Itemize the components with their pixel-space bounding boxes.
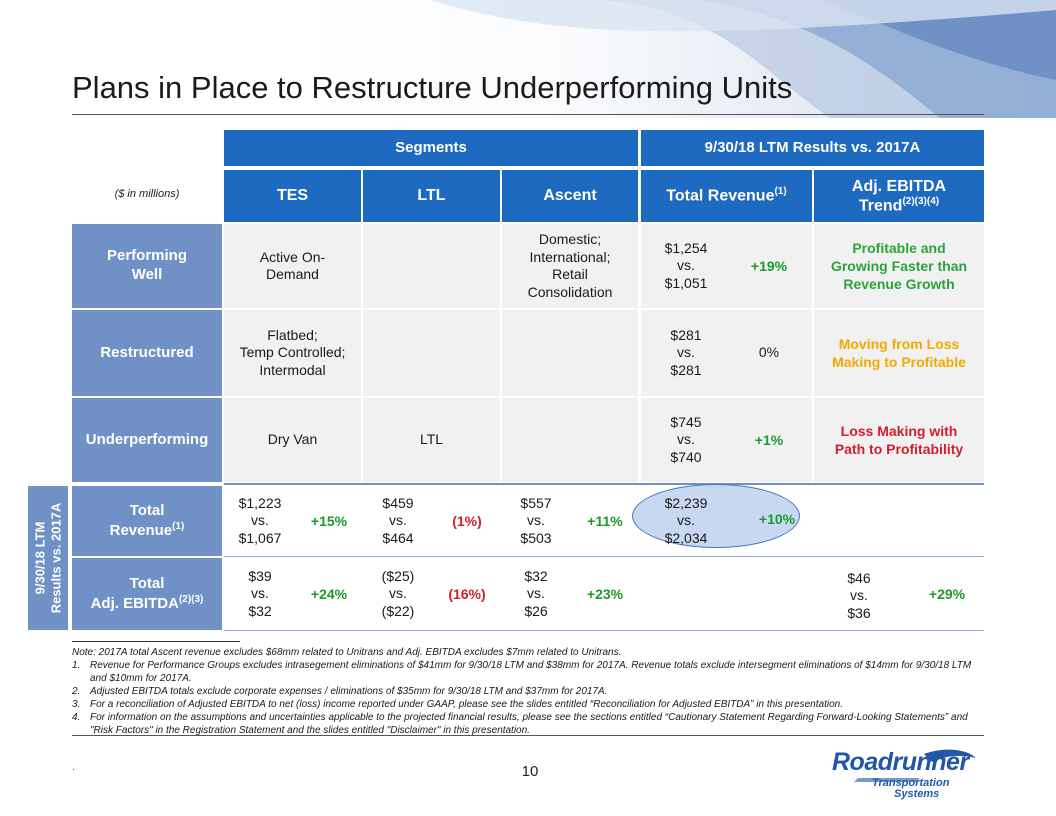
roadrunner-logo: Roadrunner Transportation Systems: [828, 748, 978, 800]
row-label-underperforming: Underperforming: [72, 398, 222, 482]
row-divider: [224, 556, 984, 557]
units-label: ($ in millions): [114, 188, 180, 200]
total-revenue-ascent-pct: +11%: [587, 513, 623, 529]
footnote: 3. For a reconciliation of Adjusted EBITD…: [72, 699, 843, 710]
total-ebitda-ascent-values: $32 vs. $26: [524, 567, 548, 619]
performing-ascent-cell: Domestic; International; Retail Consolidat…: [527, 231, 613, 300]
page-title: Plans in Place to Restructure Underperfo…: [72, 70, 793, 105]
footer-divider: [72, 735, 984, 736]
footer-dot: .: [72, 762, 75, 773]
results-header: 9/30/18 LTM Results vs. 2017A: [641, 130, 984, 166]
footnotes: Note: 2017A total Ascent revenue exclude…: [72, 646, 984, 737]
logo-sub-text: Transportation: [872, 777, 950, 789]
underperforming-revenue-values: $745 vs. $740: [670, 413, 702, 465]
side-label: 9/30/18 LTM Results vs. 2017A: [28, 486, 68, 630]
performing-trend: Profitable and Growing Faster than Revenue…: [830, 239, 968, 293]
segments-header: Segments: [224, 130, 638, 166]
column-divider: [812, 224, 814, 482]
total-revenue-tes-pct: +15%: [310, 513, 348, 529]
total-revenue-total-pct: +10%: [758, 511, 796, 527]
restructured-trend: Moving from Loss Making to Profitable: [832, 335, 966, 370]
total-revenue-tes-values: $1,223 vs. $1,067: [238, 494, 282, 546]
page-number: 10: [521, 763, 539, 780]
performing-revenue-values: $1,254 vs. $1,051: [664, 239, 708, 291]
restructured-revenue-pct: 0%: [758, 344, 780, 361]
footnote: 2. Adjusted EBITDA totals exclude corpora…: [72, 686, 608, 697]
restructured-revenue-values: $281 vs. $281: [670, 326, 702, 378]
logo-swoosh-icon: [854, 749, 976, 782]
restructured-tes-cell: Flatbed; Temp Controlled; Intermodal: [239, 326, 346, 378]
total-ebitda-tes-pct: +24%: [310, 586, 348, 602]
header-banner: [0, 0, 1056, 118]
grid-row-restructured: [224, 310, 984, 396]
total-revenue-ascent-values: $557 vs. $503: [520, 494, 552, 546]
footnote-intro: Note: 2017A total Ascent revenue exclude…: [72, 647, 622, 658]
row-label-restructured: Restructured: [72, 310, 222, 396]
ltl-header: LTL: [363, 170, 500, 222]
total-ebitda-ltl-pct: (16%): [448, 586, 486, 602]
grid-row-performing: [224, 224, 984, 308]
footnote: 4. For information on the assumptions and…: [72, 712, 968, 736]
row-divider: [224, 630, 984, 631]
total-revenue-ltl-values: $459 vs. $464: [382, 494, 414, 546]
total-ebitda-ltl-values: ($25) vs. ($22): [381, 567, 415, 619]
underperforming-revenue-pct: +1%: [754, 432, 784, 448]
performing-tes-cell: Active On- Demand: [259, 248, 326, 283]
total-ebitda-total-pct: +29%: [928, 586, 966, 602]
underperforming-ltl-cell: LTL: [419, 431, 444, 448]
total-ebitda-tes-values: $39 vs. $32: [248, 567, 272, 619]
performing-revenue-pct: +19%: [750, 258, 788, 274]
column-divider: [638, 224, 641, 482]
row-label-total-ebitda: Total Adj. EBITDA(2)(3): [72, 558, 222, 630]
row-divider: [224, 483, 984, 485]
total-revenue-highlight: [632, 484, 800, 548]
total-revenue-total-values: $2,239 vs. $2,034: [664, 494, 708, 546]
column-divider: [361, 224, 363, 482]
total-revenue-header: Total Revenue(1): [641, 170, 812, 222]
logo-main-text: Roadrunner: [832, 748, 969, 776]
total-revenue-ltl-pct: (1%): [452, 513, 482, 529]
title-divider: [72, 114, 984, 115]
total-ebitda-total-values: $46 vs. $36: [847, 569, 871, 621]
notes-divider: [72, 641, 240, 642]
grid-row-underperforming: [224, 398, 984, 482]
row-label-performing: Performing Well: [72, 224, 222, 308]
underperforming-trend: Loss Making with Path to Profitability: [834, 422, 964, 457]
adj-ebitda-trend-header: Adj. EBITDA Trend(2)(3)(4): [814, 170, 984, 222]
total-ebitda-ascent-pct: +23%: [586, 586, 624, 602]
tes-header: TES: [224, 170, 361, 222]
underperforming-tes-cell: Dry Van: [267, 431, 318, 448]
row-label-total-revenue: Total Revenue(1): [72, 486, 222, 556]
column-divider: [500, 224, 502, 482]
ascent-header: Ascent: [502, 170, 638, 222]
footnote: 1. Revenue for Performance Groups exclude…: [72, 660, 972, 684]
logo-sub-text: Systems: [894, 788, 940, 800]
